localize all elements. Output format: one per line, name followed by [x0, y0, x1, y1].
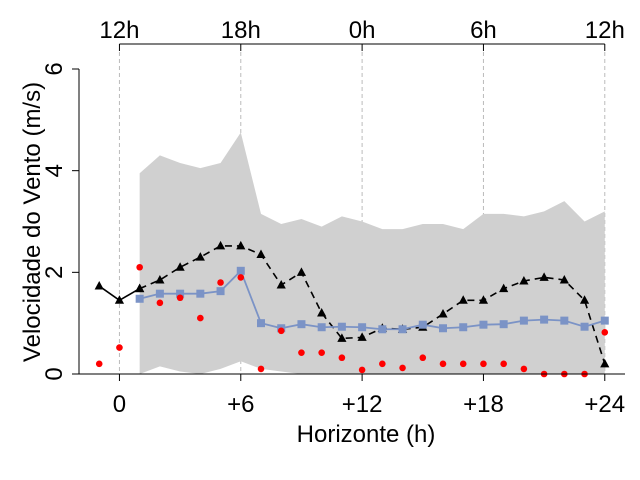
- black-triangle-point: [236, 240, 246, 250]
- blue-square-point: [236, 266, 245, 275]
- blue-square-point: [176, 289, 185, 298]
- blue-square-point: [317, 323, 326, 332]
- y-tick-label: 6: [41, 62, 68, 75]
- blue-square-point: [297, 320, 306, 329]
- blue-square-point: [418, 320, 427, 329]
- red-observation-point: [156, 299, 164, 307]
- blue-square-point: [196, 289, 205, 298]
- blue-square-point: [560, 316, 569, 325]
- red-observation-point: [95, 360, 103, 368]
- red-observation-point: [500, 360, 507, 368]
- black-triangle-point: [175, 262, 185, 271]
- red-observation-point: [419, 354, 427, 362]
- y-tick-label: 0: [41, 367, 68, 380]
- black-triangle-point: [94, 281, 104, 290]
- top-tick-label: 12h: [99, 17, 139, 44]
- black-triangle-point: [155, 274, 165, 284]
- x-tick-label: +18: [463, 391, 504, 418]
- black-triangle-point: [114, 295, 125, 304]
- top-tick-label: 0h: [349, 17, 376, 44]
- black-triangle-point: [559, 274, 569, 284]
- black-triangle-point: [296, 267, 307, 276]
- black-triangle-point: [215, 240, 226, 250]
- blue-square-point: [459, 323, 468, 332]
- top-tick-label: 12h: [585, 17, 625, 44]
- forecast-range-band: [139, 132, 605, 374]
- black-triangle-point: [276, 280, 286, 289]
- red-observation-point: [520, 365, 528, 373]
- blue-square-point: [257, 319, 265, 328]
- black-triangle-point: [135, 283, 145, 293]
- blue-square-point: [378, 325, 387, 334]
- black-triangle-point: [256, 249, 266, 259]
- x-axis-title: Horizonte (h): [297, 421, 436, 448]
- blue-square-point: [439, 324, 447, 333]
- black-triangle-point: [499, 283, 509, 293]
- black-triangle-point: [195, 252, 205, 261]
- blue-square-point: [600, 316, 609, 325]
- blue-square-point: [540, 315, 549, 324]
- red-observation-point: [459, 360, 467, 368]
- blue-square-point: [337, 322, 346, 331]
- blue-square-point: [398, 325, 407, 334]
- red-observation-point: [298, 349, 305, 356]
- red-observation-point: [197, 314, 204, 322]
- red-observation-point: [277, 327, 285, 335]
- red-observation-point: [237, 274, 245, 281]
- black-triangle-point: [458, 295, 468, 304]
- black-triangle-point: [600, 358, 610, 368]
- series-layer: [94, 240, 610, 378]
- axes: 0 2 4 6 0 +6 +12 +18 +24 12h 18h 0h 6h 12h: [41, 17, 625, 418]
- black-triangle-point: [478, 295, 489, 304]
- red-observation-point: [217, 279, 224, 286]
- blue-square-point: [358, 323, 367, 332]
- blue-square-point: [155, 289, 164, 298]
- forecast-band-area: [139, 132, 605, 374]
- top-tick-label: 18h: [221, 17, 261, 44]
- black-triangle-point: [519, 275, 529, 285]
- red-observation-point: [116, 344, 123, 351]
- black-triangle-point: [579, 295, 590, 304]
- blue-square-point: [479, 320, 488, 329]
- blue-square-point: [580, 322, 589, 331]
- red-observation-point: [439, 360, 447, 368]
- blue-square-point: [519, 316, 528, 325]
- black-triangle-point: [317, 308, 327, 317]
- red-observation-point: [257, 365, 265, 373]
- red-observation-point: [358, 366, 366, 374]
- x-tick-label: +6: [227, 391, 254, 418]
- black-triangle-point: [337, 333, 347, 342]
- black-triangle-point: [438, 309, 448, 318]
- y-tick-label: 2: [41, 266, 68, 279]
- x-tick-label: 0: [113, 391, 126, 418]
- blue-square-point: [216, 287, 225, 296]
- black-triangle-point: [539, 272, 549, 281]
- x-tick-label: +12: [342, 391, 383, 418]
- red-observation-point: [399, 364, 406, 372]
- black-triangle-point: [357, 332, 367, 341]
- red-observation-point: [338, 354, 346, 362]
- red-observation-point: [379, 360, 386, 368]
- red-observation-point: [136, 263, 143, 271]
- red-observation-point: [480, 360, 487, 368]
- y-axis-title: Velocidade do Vento (m/s): [19, 82, 46, 362]
- top-tick-label: 6h: [470, 17, 497, 44]
- y-tick-label: 4: [41, 164, 68, 177]
- x-tick-label: +24: [584, 391, 625, 418]
- blue-square-point: [135, 294, 144, 303]
- red-observation-point: [601, 329, 609, 336]
- red-observation-point: [318, 349, 325, 356]
- red-observation-point: [176, 294, 184, 302]
- blue-square-point: [499, 320, 508, 329]
